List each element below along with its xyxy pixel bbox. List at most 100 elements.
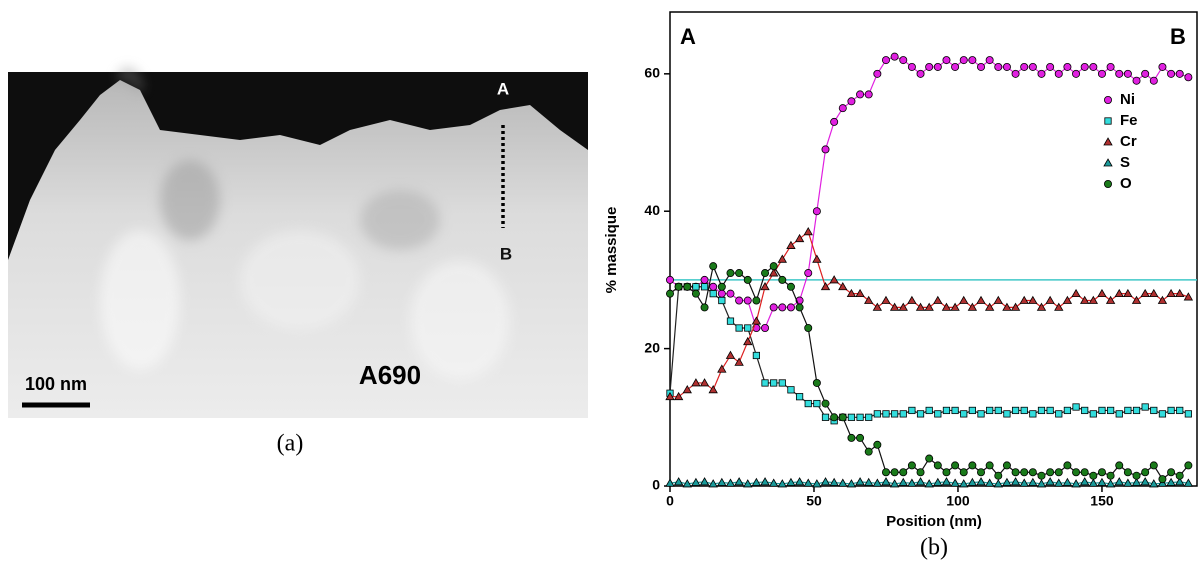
marker: [691, 477, 701, 486]
marker: [1020, 62, 1029, 71]
marker: [1149, 288, 1159, 298]
marker: [709, 262, 718, 271]
marker: [847, 413, 856, 421]
marker: [933, 62, 942, 71]
marker: [959, 468, 968, 477]
marker: [924, 302, 934, 311]
marker: [1158, 62, 1167, 71]
marker: [846, 288, 857, 298]
marker: [872, 302, 883, 311]
marker: [682, 385, 692, 394]
marker: [838, 413, 847, 422]
marker: [1037, 69, 1046, 78]
marker: [899, 410, 907, 418]
marker: [735, 324, 743, 332]
marker: [752, 351, 760, 360]
marker: [959, 479, 969, 488]
marker: [1063, 461, 1072, 470]
marker: [761, 323, 770, 332]
marker: [984, 302, 995, 311]
marker: [1184, 73, 1193, 82]
marker: [812, 207, 821, 216]
marker: [889, 302, 900, 311]
marker: [709, 290, 717, 298]
marker: [1002, 302, 1012, 311]
marker: [717, 282, 726, 291]
marker: [941, 477, 952, 486]
marker: [1123, 478, 1133, 487]
marker: [1115, 461, 1124, 470]
marker: [951, 62, 960, 71]
marker: [1080, 62, 1089, 71]
legend-label: Ni: [1120, 91, 1135, 108]
x-tick-label: 0: [666, 493, 674, 509]
sample-label: A690: [359, 360, 421, 390]
marker: [899, 468, 908, 477]
marker: [786, 282, 795, 291]
marker: [959, 295, 969, 304]
marker: [1123, 468, 1132, 477]
marker: [968, 56, 977, 65]
marker: [829, 275, 839, 284]
marker: [1114, 477, 1124, 486]
marker: [699, 378, 710, 387]
marker: [1132, 76, 1141, 85]
marker: [856, 413, 864, 421]
plot-frame: [669, 11, 1198, 487]
marker: [1131, 295, 1142, 304]
marker: [734, 477, 744, 486]
marker: [994, 62, 1003, 71]
marker: [830, 413, 839, 422]
marker: [1131, 477, 1142, 486]
marker: [1097, 69, 1106, 78]
marker: [1055, 410, 1063, 418]
y-tick-label: 0: [652, 477, 660, 493]
marker: [743, 275, 752, 284]
marker: [933, 295, 943, 304]
marker: [821, 145, 830, 154]
marker: [942, 406, 951, 415]
marker: [1036, 479, 1047, 488]
marker: [760, 477, 770, 486]
marker: [752, 296, 761, 305]
marker: [1002, 477, 1012, 486]
marker: [692, 283, 700, 291]
marker: [768, 478, 779, 487]
marker: [1011, 69, 1020, 78]
marker: [993, 295, 1003, 304]
marker: [855, 288, 865, 298]
marker: [1072, 69, 1081, 78]
marker: [882, 410, 890, 418]
marker: [1011, 406, 1020, 415]
marker: [770, 379, 778, 387]
marker: [924, 479, 934, 488]
marker: [1183, 292, 1194, 301]
marker: [794, 477, 805, 486]
marker: [1175, 69, 1184, 78]
marker: [838, 104, 847, 113]
marker: [1115, 410, 1123, 418]
marker: [977, 62, 986, 71]
marker: [691, 378, 701, 387]
marker: [968, 461, 977, 470]
x-axis-label: Position (nm): [886, 513, 982, 530]
marker: [700, 303, 709, 312]
marker: [812, 254, 822, 263]
marker: [761, 269, 770, 278]
annotation: A: [680, 24, 696, 49]
marker: [1045, 477, 1055, 486]
marker: [1141, 468, 1150, 477]
marker: [856, 433, 865, 442]
marker: [760, 281, 770, 291]
marker: [1080, 477, 1090, 486]
marker: [1003, 410, 1011, 418]
marker: [682, 479, 692, 488]
marker: [709, 282, 718, 291]
marker: [959, 56, 968, 65]
marker: [726, 269, 735, 278]
marker: [804, 399, 812, 408]
caption: (b): [920, 535, 948, 561]
marker: [873, 69, 882, 78]
marker: [699, 477, 710, 486]
marker: [795, 303, 804, 312]
